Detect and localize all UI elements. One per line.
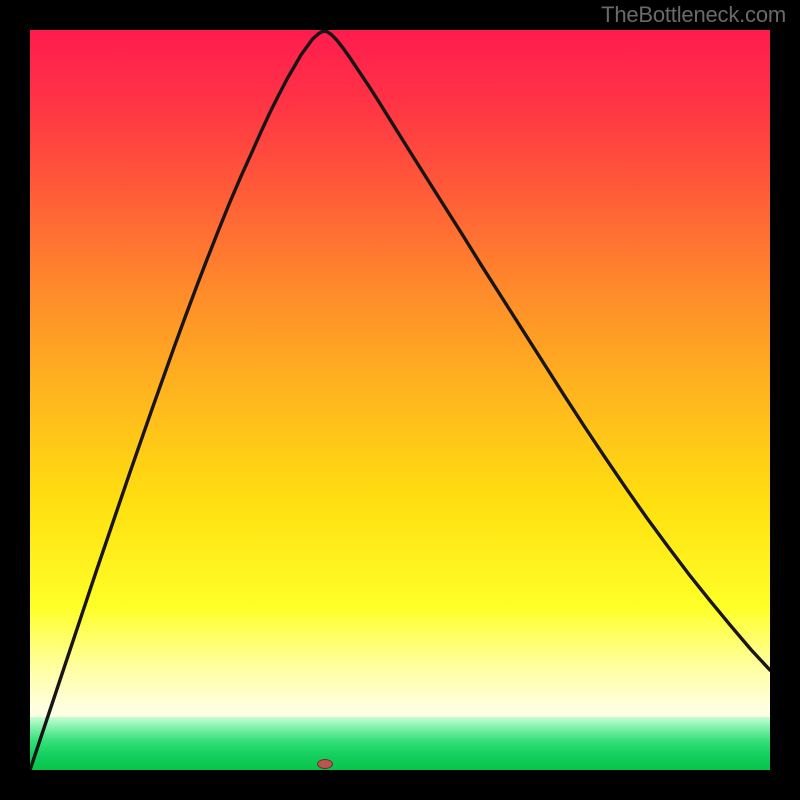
watermark-text: TheBottleneck.com bbox=[601, 2, 786, 28]
chart-plot-area bbox=[30, 30, 770, 770]
chart-gradient-background bbox=[30, 30, 770, 770]
chart-green-band bbox=[30, 717, 770, 770]
minimum-marker bbox=[317, 759, 333, 769]
